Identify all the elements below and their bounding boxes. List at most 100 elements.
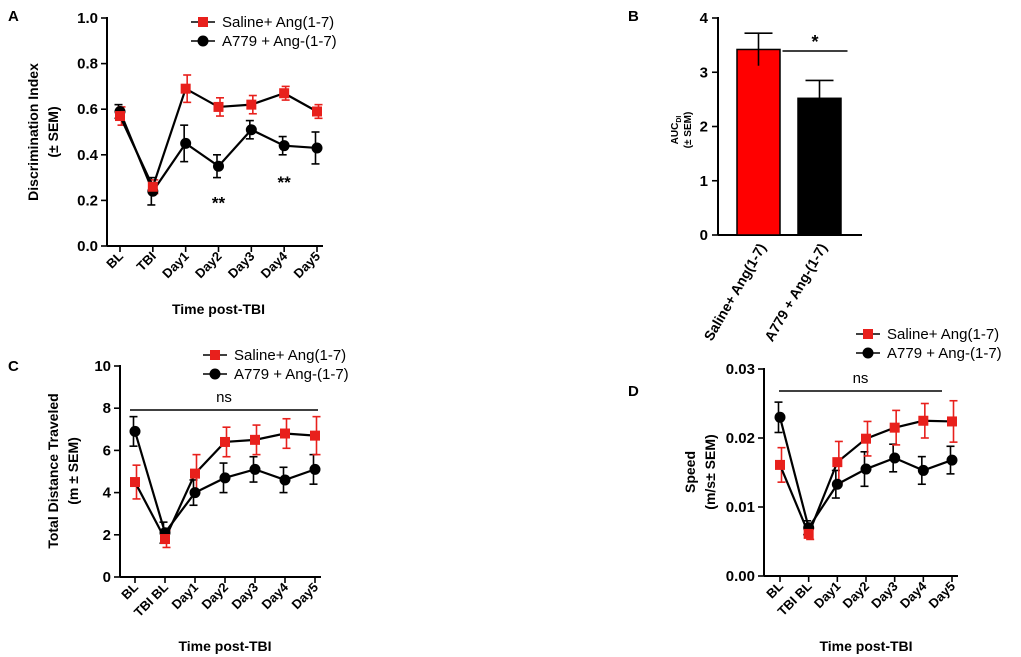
panel-a-point-a779: [180, 137, 192, 149]
panel-c-point-a779: [309, 463, 321, 475]
panel-c-x-tick-label: Day1: [169, 580, 202, 613]
panel-a-x-tick-label: Day5: [291, 249, 324, 282]
panel-c-y-tick-label: 6: [103, 442, 111, 459]
panel-c-legend-marker-a779: [209, 368, 221, 380]
panel-label-b: B: [628, 8, 639, 25]
panel-a-y-tick-label: 0.0: [77, 238, 98, 255]
panel-d-x-axis-label: Time post-TBI: [819, 638, 912, 654]
panel-b-y-axis-label-sub: DI: [676, 116, 683, 123]
panel-c-y-tick-label: 0: [103, 569, 111, 586]
panel-b-y-axis-label: AUCDI: [670, 116, 683, 145]
panel-d-legend-label: Saline+ Ang(1-7): [887, 326, 999, 343]
panel-a-y-axis-label: Discrimination Index: [25, 63, 41, 201]
panel-b-x-tick-label: A779 + Ang-(1-7): [761, 241, 830, 345]
panel-b-y-axis-label-line2: (± SEM): [683, 112, 694, 149]
panel-d-legend-marker-a779: [862, 347, 874, 359]
panel-a-y-tick-label: 0.8: [77, 56, 98, 73]
panel-a-point-saline: [213, 101, 224, 112]
panel-c-x-tick-label: Day5: [289, 580, 322, 613]
panel-a-point-saline: [279, 88, 290, 99]
panel-d-y-tick-label: 0.00: [726, 568, 755, 585]
panel-c-point-a779: [249, 463, 261, 475]
panel-d-point-saline: [803, 528, 814, 539]
panel-d-point-a779: [917, 464, 929, 476]
panel-c-y-tick-label: 4: [103, 485, 112, 502]
panel-d-x-tick-label: Day3: [868, 579, 901, 612]
panel-label-a: A: [8, 8, 19, 25]
panel-c-x-tick-label: Day2: [199, 580, 232, 613]
panel-a-x-axis-label: Time post-TBI: [172, 301, 265, 317]
panel-d-point-saline: [947, 416, 957, 427]
panel-a-y-tick-label: 1.0: [77, 10, 98, 27]
panel-a-significance-marker: **: [278, 173, 292, 192]
panel-a-point-a779: [245, 124, 257, 136]
panel-c-y-axis-label: Total Distance Traveled: [45, 393, 61, 548]
panel-c-point-a779: [189, 487, 201, 499]
panel-a-x-tick-label: Day4: [258, 248, 291, 281]
panel-b-significance-label: *: [811, 32, 818, 52]
panel-b-y-tick-label: 0: [700, 227, 708, 244]
panel-a-x-tick-label: BL: [103, 248, 126, 271]
panel-a-point-saline: [246, 99, 257, 110]
panel-c-y-tick-label: 8: [103, 400, 111, 417]
panel-c-y-tick-label: 2: [103, 527, 111, 544]
panel-b-x-tick-label: Saline+ Ang(1-7): [700, 241, 769, 344]
panel-b-y-tick-label: 2: [700, 119, 708, 136]
panel-d-legend-label: A779 + Ang-(1-7): [887, 345, 1002, 362]
panel-a-point-saline: [115, 111, 125, 122]
panel-c-x-tick-label: Day4: [259, 579, 292, 612]
panel-c-point-a779: [219, 472, 231, 484]
panel-b-y-tick-label: 1: [700, 173, 708, 190]
panel-d-y-axis-label: Speed: [682, 451, 698, 493]
panel-b-y-tick-label: 3: [700, 64, 708, 81]
panel-a-point-saline: [312, 106, 322, 117]
panel-c-y-tick-label: 10: [94, 358, 111, 375]
panel-d-point-a779: [946, 454, 958, 466]
panel-c-point-saline: [190, 468, 200, 479]
panel-d-y-tick-label: 0.03: [726, 361, 755, 378]
panel-d-point-a779: [831, 478, 843, 490]
panel-c-significance-label: ns: [216, 389, 232, 406]
panel-c-point-saline: [220, 436, 230, 447]
panel-c-x-tick-label: Day3: [229, 580, 262, 613]
panel-a-x-tick-label: Day3: [225, 249, 258, 282]
panel-a-legend-marker-a779: [197, 35, 209, 47]
panel-c-legend-marker-saline: [210, 350, 220, 360]
panel-a-x-tick-label: TBI: [134, 249, 159, 274]
panel-d-y-tick-label: 0.01: [726, 499, 755, 516]
panel-d-point-saline: [832, 457, 843, 468]
panel-d-y-axis-label: (m/s± SEM): [702, 434, 718, 509]
panel-a-y-tick-label: 0.6: [77, 101, 98, 118]
panel-b-bar-a779: [797, 97, 842, 236]
panel-d-point-a779: [889, 452, 901, 464]
panel-c-point-a779: [129, 425, 141, 437]
panel-label-d: D: [628, 383, 639, 400]
panel-c-x-tick-label: BL: [118, 579, 141, 602]
panel-c-point-saline: [160, 534, 170, 545]
panel-d-x-tick-label: Day1: [811, 579, 844, 612]
panel-a-legend-marker-saline: [198, 17, 208, 27]
panel-b-bar-chart: 0 1 2 3 4 Saline+ Ang(1-7)A779 + Ang-(1-7) * AU…: [670, 10, 862, 344]
panel-c-legend-label: Saline+ Ang(1-7): [234, 347, 346, 364]
panel-a-point-saline: [147, 181, 158, 192]
panel-c-point-saline: [310, 430, 320, 441]
panel-a-legend-label: A779 + Ang-(1-7): [222, 33, 337, 50]
panel-d-legend-marker-saline: [863, 329, 873, 339]
panel-c-point-saline: [130, 477, 140, 488]
panel-d-x-tick-label: Day4: [897, 578, 930, 611]
panel-c-x-tick-label: TBI BL: [131, 579, 171, 619]
panel-c-legend-label: A779 + Ang-(1-7): [234, 366, 349, 383]
panel-d-x-tick-label: Day5: [926, 579, 959, 612]
panel-b-y-tick-label: 4: [700, 10, 709, 27]
panel-b-y-axis-label-main: AUC: [670, 123, 681, 145]
panel-a-y-axis-label: (± SEM): [45, 106, 61, 157]
panel-label-c: C: [8, 358, 19, 375]
panel-a-x-tick-label: Day2: [192, 249, 225, 282]
panel-a-x-tick-label: Day1: [159, 249, 192, 282]
panel-d-x-tick-label: Day2: [840, 579, 873, 612]
panel-c-point-a779: [279, 474, 291, 486]
panel-d-point-saline: [918, 415, 929, 426]
